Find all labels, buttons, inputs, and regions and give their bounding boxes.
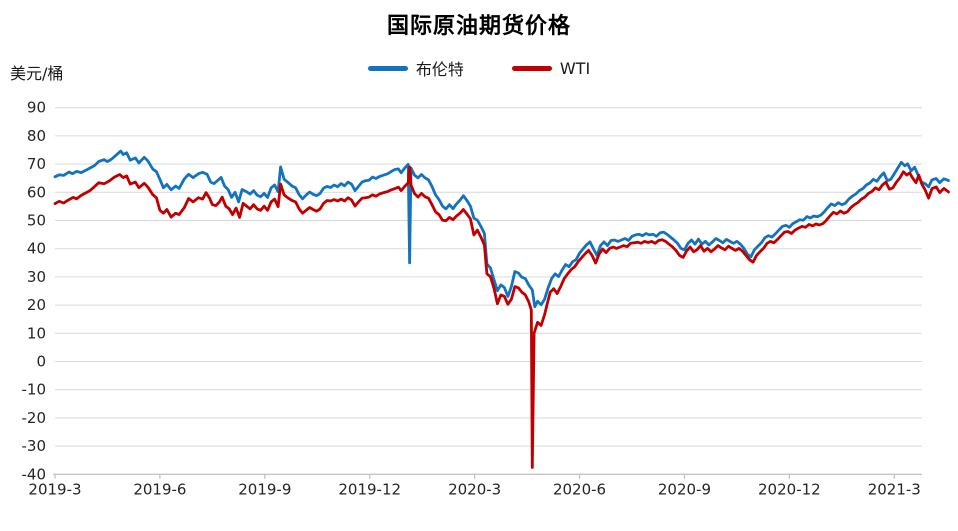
y-tick-label: 90 — [27, 99, 46, 117]
y-axis-unit-label: 美元/桶 — [10, 64, 64, 83]
y-tick-label: -40 — [22, 465, 47, 483]
series-line-wti — [53, 165, 950, 469]
legend: 布伦特 WTI — [0, 56, 958, 80]
y-tick-label: -30 — [22, 437, 47, 455]
legend-label-wti: WTI — [559, 58, 591, 78]
x-tick-label: 2021-3 — [868, 480, 921, 498]
y-tick-label: 50 — [27, 212, 46, 230]
y-tick-label: -20 — [22, 409, 47, 427]
x-tick-label: 2020-6 — [553, 480, 606, 498]
x-tick-label: 2020-9 — [658, 480, 711, 498]
x-tick-label: 2019-12 — [338, 480, 401, 498]
chart-title: 国际原油期货价格 — [386, 14, 571, 39]
legend-item-wti: WTI — [511, 58, 591, 78]
series-line-brent — [53, 149, 950, 309]
y-tick-label: 60 — [27, 183, 46, 201]
legend-label-brent: 布伦特 — [415, 60, 464, 79]
y-axis-tick-labels: 90 80 70 60 50 40 30 20 10 0 -10 -20 -30 -40 — [22, 99, 47, 484]
x-tick-label: 2020-3 — [448, 480, 501, 498]
gridlines — [55, 107, 922, 475]
legend-item-brent: 布伦特 — [367, 56, 464, 80]
y-tick-label: 0 — [36, 353, 46, 371]
y-tick-label: 40 — [27, 240, 46, 258]
y-tick-label: 10 — [27, 324, 46, 342]
x-axis-tick-labels: 2019-3 2019-6 2019-9 2019-12 2020-3 2020-6 202… — [28, 480, 920, 498]
y-tick-label: 20 — [27, 296, 46, 314]
x-tick-label: 2019-6 — [133, 480, 186, 498]
y-tick-label: 30 — [27, 268, 46, 286]
y-tick-label: -10 — [22, 381, 47, 399]
y-tick-label: 70 — [27, 155, 46, 173]
x-tick-label: 2020-12 — [758, 480, 821, 498]
legend-swatch-wti-line — [511, 65, 552, 71]
legend-swatch-brent-line — [367, 65, 408, 71]
x-tick-label: 2019-9 — [238, 480, 291, 498]
x-tick-label: 2019-3 — [28, 480, 81, 498]
y-tick-label: 80 — [27, 127, 46, 145]
